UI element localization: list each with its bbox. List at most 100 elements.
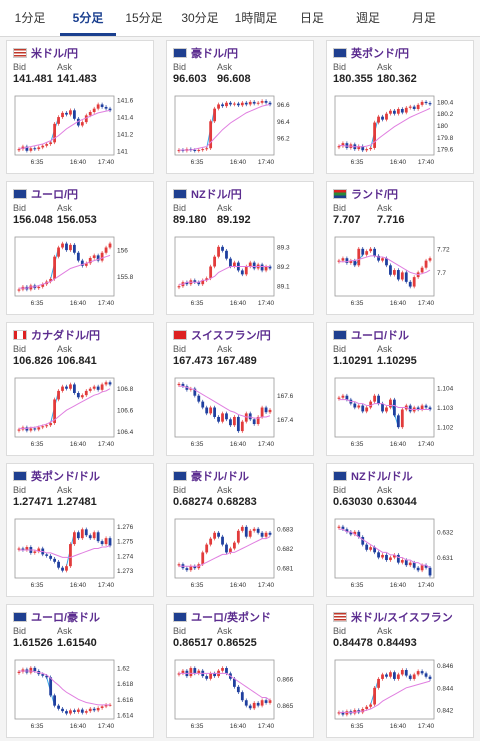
pair-name[interactable]: ランド/円 — [351, 189, 399, 201]
candle-body — [201, 280, 205, 285]
flag-icon — [173, 612, 187, 622]
currency-card[interactable]: 豪ドル/円 Bid Ask 96.603 96.608 96.6 96.4 96.2 6:35 1… — [166, 40, 314, 174]
candle-body — [65, 386, 68, 389]
candle-body — [37, 286, 41, 289]
candle-body — [76, 118, 80, 126]
y-tick-label: 106.8 — [117, 386, 134, 393]
currency-card[interactable]: ランド/円 Bid Ask 7.707 7.716 7.72 7.7 6:35 16:40 17:… — [326, 181, 474, 315]
chart-frame — [334, 659, 435, 720]
candle-body — [408, 405, 412, 412]
x-tick-label: 16:40 — [390, 582, 407, 589]
currency-card[interactable]: ユーロ/豪ドル Bid Ask 1.61526 1.61540 1.62 1.618 1.61… — [6, 604, 154, 738]
currency-card[interactable]: 英ポンド/円 Bid Ask 180.355 180.362 180.4 180.2 180 1… — [326, 40, 474, 174]
price-chart: 7.72 7.7 6:35 16:40 17:40 — [331, 234, 471, 312]
candle-body — [345, 529, 349, 532]
currency-card[interactable]: 米ドル/円 Bid Ask 141.481 141.483 141.6 141.4 141.2… — [6, 40, 154, 174]
tab-月足[interactable]: 月足 — [411, 11, 436, 25]
candle-body — [45, 554, 49, 556]
currency-card[interactable]: ユーロ/英ポンド Bid Ask 0.86517 0.86525 0.866 0.865 6:… — [166, 604, 314, 738]
bid-label: Bid — [13, 203, 27, 213]
currency-card[interactable]: 豪ドル/ドル Bid Ask 0.68274 0.68283 0.683 0.682 0.68… — [166, 463, 314, 597]
ask-value: 167.489 — [217, 355, 257, 367]
currency-card[interactable]: 英ポンド/ドル Bid Ask 1.27471 1.27481 1.276 1.275 1.2… — [6, 463, 154, 597]
pair-name[interactable]: 豪ドル/ドル — [191, 471, 250, 483]
pair-name[interactable]: NZドル/円 — [191, 189, 242, 201]
currency-card[interactable]: NZドル/円 Bid Ask 89.180 89.192 89.3 89.2 89.1 6:35… — [166, 181, 314, 315]
tab-1時間足[interactable]: 1時間足 — [234, 11, 278, 25]
moving-average-line — [178, 103, 271, 151]
currency-card[interactable]: カナダドル/円 Bid Ask 106.826 106.841 106.8 106.6 106… — [6, 322, 154, 456]
pair-name[interactable]: ユーロ/円 — [31, 189, 79, 201]
price-chart: 0.846 0.844 0.842 6:35 16:40 17:40 — [331, 657, 471, 735]
bid-value: 0.63030 — [333, 496, 373, 508]
pair-name[interactable]: 米ドル/スイスフラン — [351, 612, 453, 624]
candle-body — [221, 104, 224, 107]
candle-body — [404, 272, 408, 282]
y-tick-label: 89.1 — [277, 284, 290, 291]
candle-body — [392, 672, 396, 679]
candle-body — [201, 552, 205, 565]
tab-15分足[interactable]: 15分足 — [125, 11, 163, 25]
flag-icon — [333, 612, 347, 622]
bid-label: Bid — [333, 344, 347, 354]
candle-body — [65, 711, 68, 714]
currency-card[interactable]: NZドル/ドル Bid Ask 0.63030 0.63044 0.632 0.631 6:3… — [326, 463, 474, 597]
candle-body — [424, 405, 428, 408]
bid-label: Bid — [173, 485, 187, 495]
pair-name[interactable]: 米ドル/円 — [31, 48, 79, 60]
candle-body — [197, 395, 201, 402]
bid-label: Bid — [13, 626, 27, 636]
y-tick-label: 0.844 — [437, 685, 454, 692]
pair-name[interactable]: 英ポンド/円 — [351, 48, 410, 60]
price-chart: 141.6 141.4 141.2 141 6:35 16:40 17:40 — [11, 93, 151, 171]
candle-body — [225, 250, 228, 259]
tab-週足[interactable]: 週足 — [355, 11, 380, 25]
candle-body — [256, 102, 260, 104]
tab-1分足[interactable]: 1分足 — [14, 11, 46, 25]
y-tick-label: 180 — [437, 123, 448, 130]
candle-body — [365, 149, 369, 151]
pair-name[interactable]: NZドル/ドル — [351, 471, 413, 483]
pair-name[interactable]: カナダドル/円 — [31, 330, 101, 342]
tab-5分足[interactable]: 5分足 — [60, 0, 116, 36]
candle-body — [53, 399, 57, 424]
candle-body — [412, 674, 416, 679]
candle-body — [197, 670, 201, 674]
moving-average-line — [338, 680, 431, 713]
candle-body — [268, 532, 272, 535]
candle-body — [37, 548, 41, 552]
pair-name[interactable]: ユーロ/豪ドル — [31, 612, 101, 624]
currency-card[interactable]: ユーロ/円 Bid Ask 156.048 156.053 156 155.8 6:35 16:… — [6, 181, 154, 315]
candle-body — [53, 695, 57, 706]
candle-body — [428, 676, 432, 679]
flag-icon — [173, 48, 187, 58]
candle-body — [361, 405, 365, 412]
candle-body — [385, 407, 388, 412]
candle-body — [232, 262, 236, 267]
candle-body — [88, 535, 92, 539]
tab-日足[interactable]: 日足 — [299, 11, 324, 25]
bid-label: Bid — [333, 62, 347, 72]
currency-card[interactable]: 米ドル/スイスフラン Bid Ask 0.84478 0.84493 0.846 0.844… — [326, 604, 474, 738]
pair-name[interactable]: スイスフラン/円 — [191, 330, 271, 342]
y-tick-label: 180.4 — [437, 99, 454, 106]
x-tick-label: 6:35 — [191, 582, 204, 589]
currency-card[interactable]: スイスフラン/円 Bid Ask 167.473 167.489 167.6 167.4 6:… — [166, 322, 314, 456]
pair-name[interactable]: ユーロ/英ポンド — [191, 612, 272, 624]
bid-value: 89.180 — [173, 214, 207, 226]
moving-average-line — [338, 399, 431, 410]
candle-body — [337, 146, 341, 148]
tab-30分足[interactable]: 30分足 — [181, 11, 219, 25]
candle-body — [213, 407, 217, 417]
candle-body — [84, 263, 88, 266]
y-tick-label: 155.8 — [117, 274, 134, 281]
card-header: 米ドル/スイスフラン — [333, 610, 453, 624]
currency-card[interactable]: ユーロ/ドル Bid Ask 1.10291 1.10295 1.104 1.103 1.10… — [326, 322, 474, 456]
candle-body — [248, 705, 252, 709]
candle-body — [396, 270, 400, 280]
candle-body — [80, 260, 84, 266]
pair-name[interactable]: 豪ドル/円 — [191, 48, 239, 60]
pair-name[interactable]: ユーロ/ドル — [351, 330, 410, 342]
pair-name[interactable]: 英ポンド/ドル — [31, 471, 101, 483]
candle-body — [377, 678, 380, 688]
